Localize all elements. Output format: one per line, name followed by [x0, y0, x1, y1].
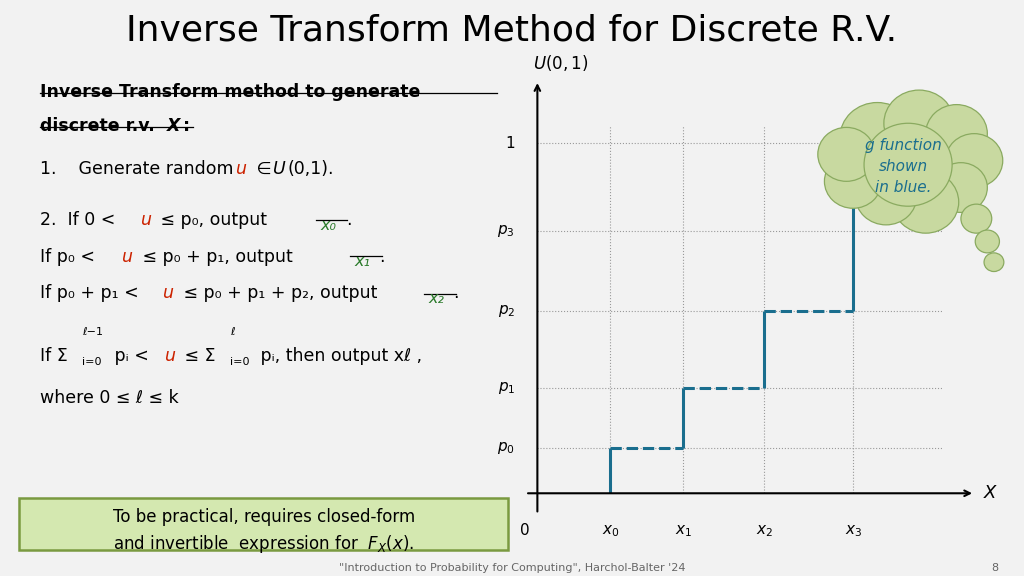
Text: 8: 8 [991, 563, 998, 573]
Text: u: u [165, 347, 176, 365]
Text: .: . [380, 248, 385, 266]
Text: 2.  If 0 <: 2. If 0 < [40, 211, 121, 229]
Text: $x_0$: $x_0$ [601, 523, 620, 539]
Circle shape [855, 167, 916, 225]
Text: pᵢ, then output xℓ ,: pᵢ, then output xℓ , [255, 347, 422, 365]
Text: ≤ p₀, output: ≤ p₀, output [156, 211, 273, 229]
Text: ℓ: ℓ [230, 327, 234, 338]
Circle shape [935, 162, 987, 213]
Text: $x_3$: $x_3$ [845, 523, 862, 539]
Text: Inverse Transform Method for Discrete R.V.: Inverse Transform Method for Discrete R.… [126, 13, 898, 47]
Text: :: : [182, 117, 189, 135]
Text: i=0: i=0 [230, 357, 250, 367]
Text: ≤ p₀ + p₁ + p₂, output: ≤ p₀ + p₁ + p₂, output [178, 285, 383, 302]
Circle shape [961, 204, 991, 233]
Text: To be practical, requires closed-form: To be practical, requires closed-form [113, 508, 415, 526]
Text: i=0: i=0 [82, 357, 102, 367]
Text: $x_2$: $x_2$ [756, 523, 773, 539]
Text: pᵢ <: pᵢ < [109, 347, 154, 365]
Text: Inverse Transform method to generate: Inverse Transform method to generate [40, 83, 421, 101]
Text: .: . [346, 211, 351, 229]
Text: $X$: $X$ [983, 484, 998, 502]
Text: 0: 0 [520, 523, 530, 538]
Text: u: u [122, 248, 133, 266]
Text: $p_0$: $p_0$ [498, 439, 515, 456]
Text: $p_3$: $p_3$ [498, 223, 515, 239]
Text: U: U [272, 160, 286, 178]
FancyBboxPatch shape [19, 498, 508, 550]
Text: $p_2$: $p_2$ [498, 303, 515, 319]
Circle shape [926, 105, 987, 162]
Text: X: X [167, 117, 180, 135]
Text: $U(0,1)$: $U(0,1)$ [534, 53, 589, 73]
Text: 1: 1 [506, 136, 515, 151]
Text: u: u [164, 285, 174, 302]
Text: u: u [141, 211, 152, 229]
Circle shape [864, 123, 952, 206]
Text: If p₀ <: If p₀ < [40, 248, 100, 266]
Circle shape [824, 154, 882, 209]
Text: ≤ p₀ + p₁, output: ≤ p₀ + p₁, output [136, 248, 298, 266]
Text: x₁: x₁ [354, 255, 371, 270]
Text: .: . [454, 285, 459, 302]
Text: g function
shown
in blue.: g function shown in blue. [865, 138, 942, 195]
Text: ∈: ∈ [251, 160, 278, 178]
Text: If p₀ + p₁ <: If p₀ + p₁ < [40, 285, 144, 302]
Circle shape [893, 171, 958, 233]
Text: x₂: x₂ [429, 291, 444, 306]
Circle shape [975, 230, 999, 253]
Circle shape [984, 253, 1004, 271]
Circle shape [945, 134, 1002, 188]
Text: ≤ Σ: ≤ Σ [179, 347, 216, 365]
Text: discrete r.v.: discrete r.v. [40, 117, 161, 135]
Text: $x_1$: $x_1$ [675, 523, 692, 539]
Text: u: u [237, 160, 248, 178]
Text: and invertible  expression for  $F_X(x)$.: and invertible expression for $F_X(x)$. [113, 533, 415, 555]
Text: ℓ−1: ℓ−1 [82, 327, 103, 338]
Text: (0,1).: (0,1). [288, 160, 334, 178]
Text: "Introduction to Probability for Computing", Harchol-Balter '24: "Introduction to Probability for Computi… [339, 563, 685, 573]
Circle shape [818, 127, 876, 181]
Text: x₀: x₀ [321, 218, 337, 233]
Text: where 0 ≤ ℓ ≤ k: where 0 ≤ ℓ ≤ k [40, 389, 179, 407]
Text: If Σ: If Σ [40, 347, 68, 365]
Circle shape [884, 90, 954, 157]
Circle shape [840, 103, 914, 173]
Text: $p_1$: $p_1$ [498, 380, 515, 396]
Text: 1.    Generate random: 1. Generate random [40, 160, 240, 178]
